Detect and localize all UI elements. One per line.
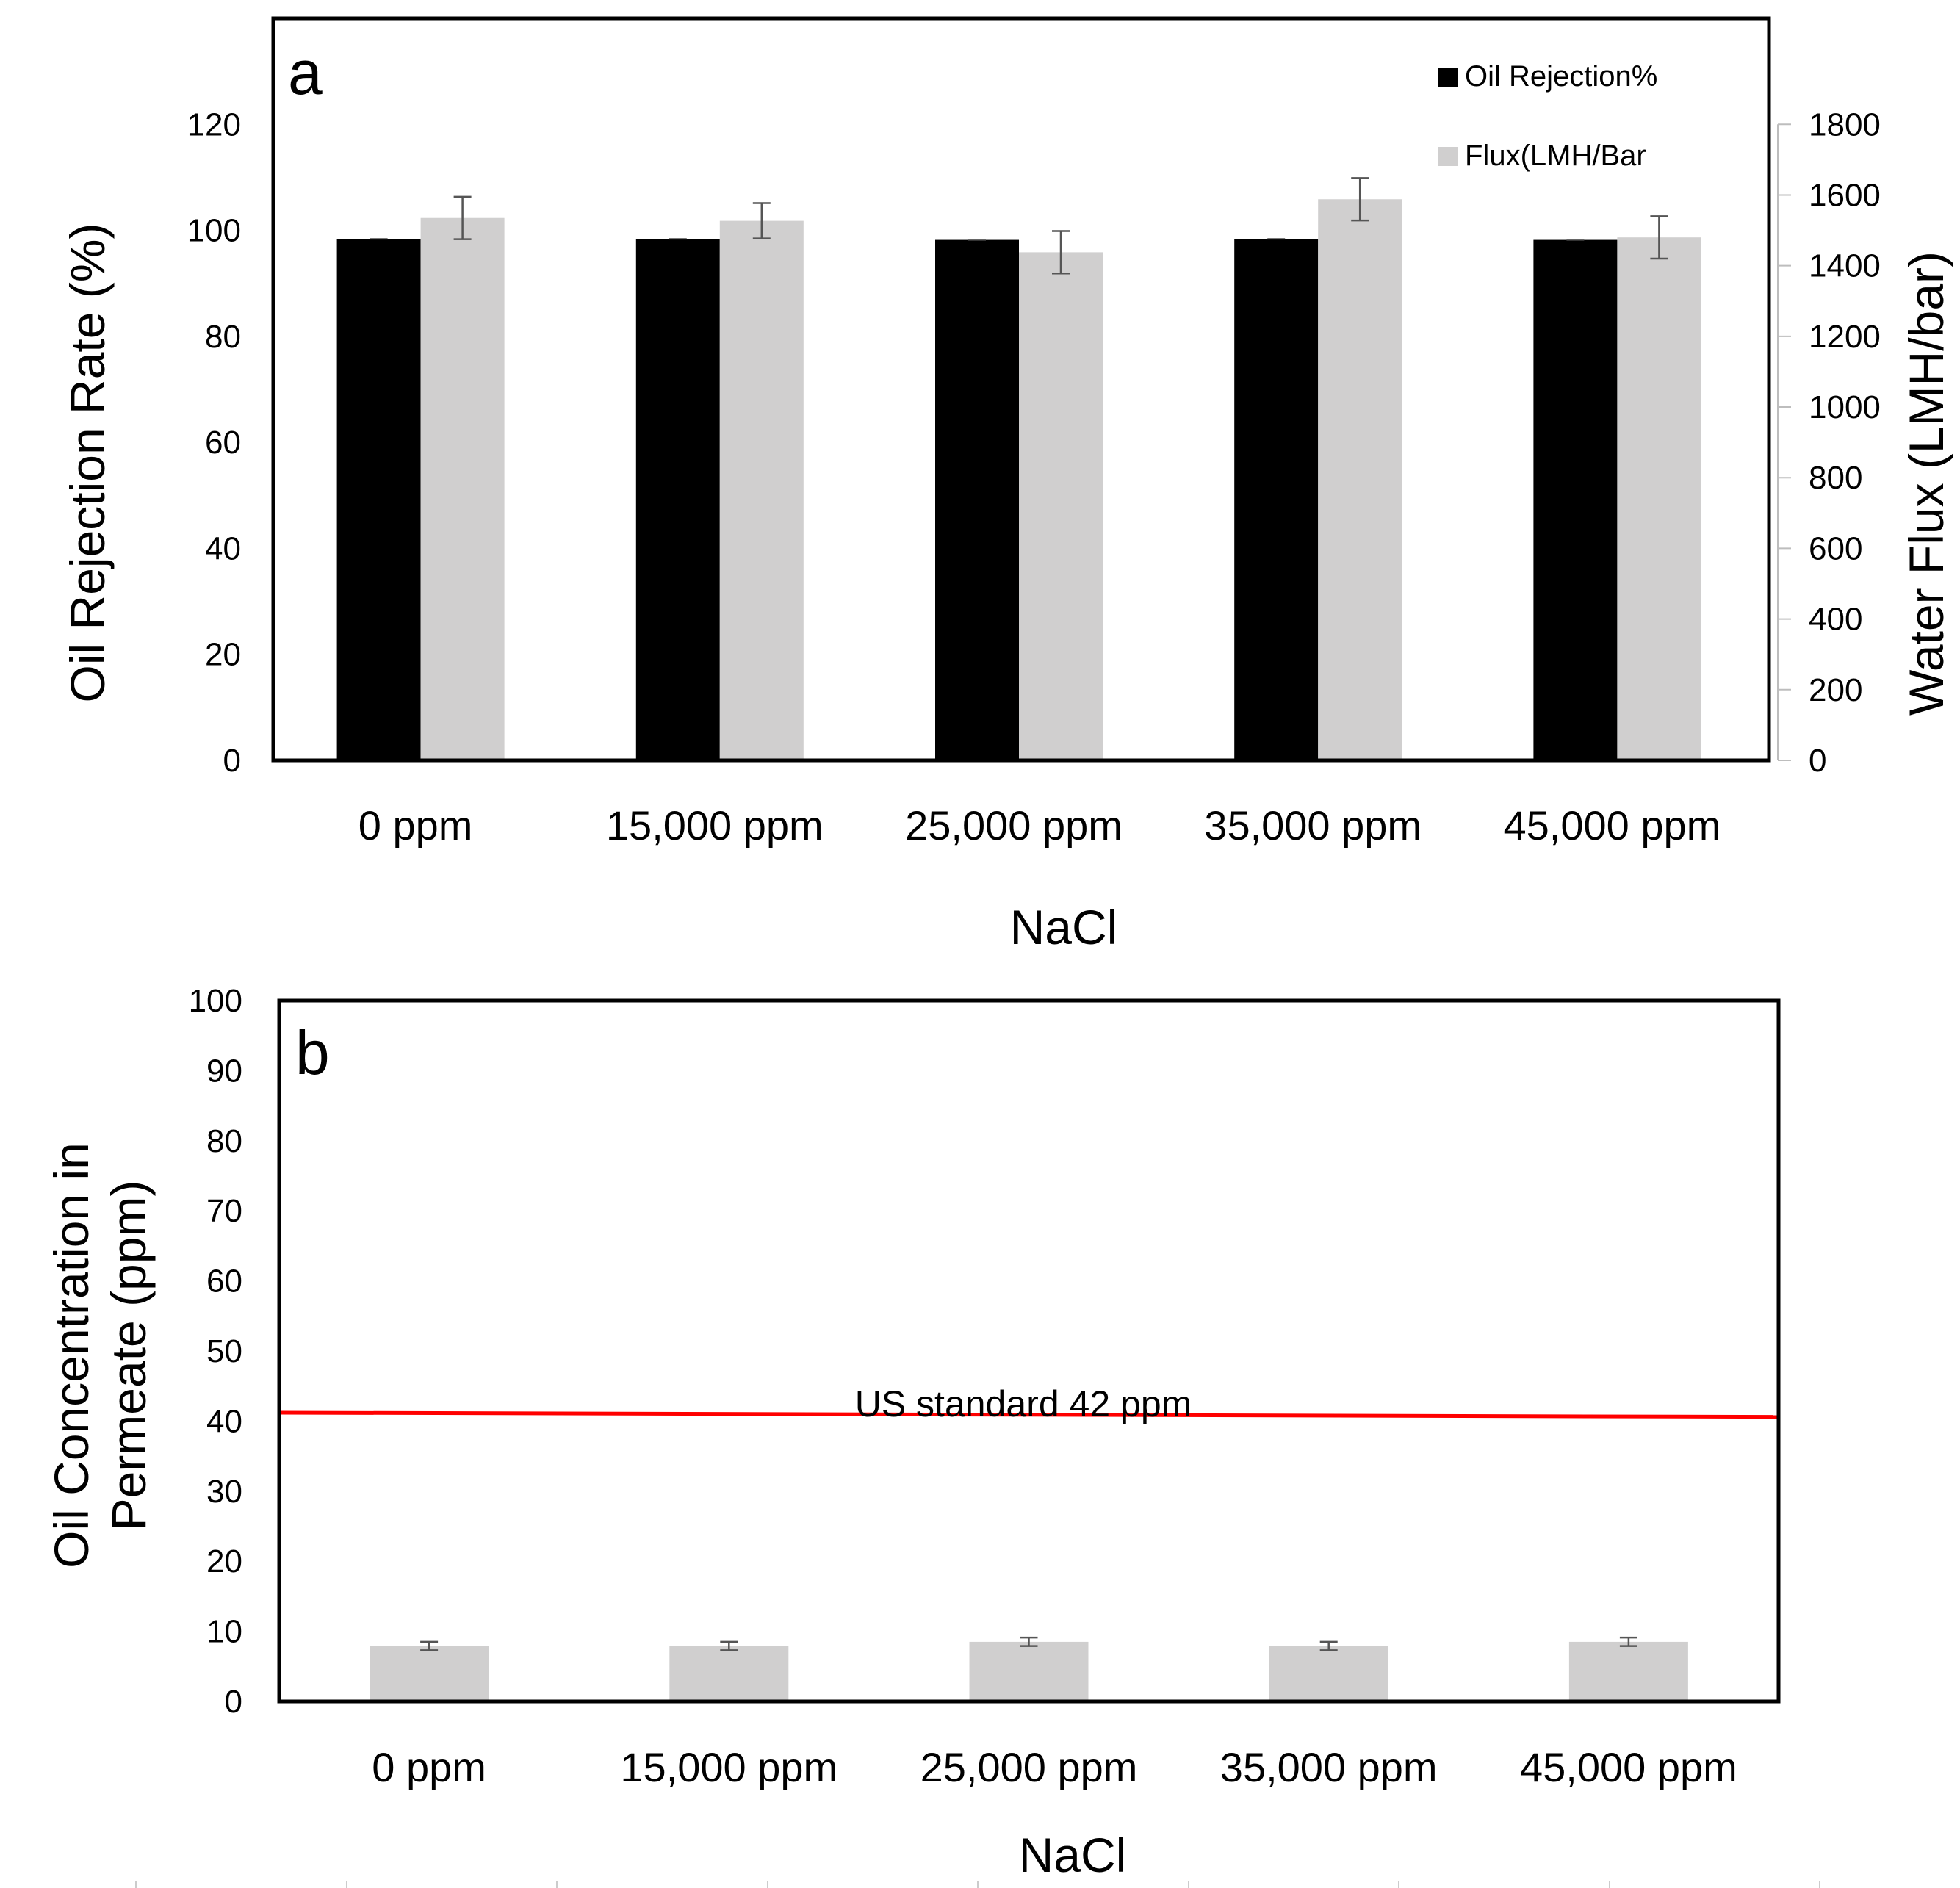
errorbar-flux-45-000-ppm bbox=[1650, 215, 1668, 260]
left-axis-tick-label: 40 bbox=[206, 1403, 242, 1439]
bottom-edge-tick-marks bbox=[135, 1881, 1820, 1888]
panel-label-a: a bbox=[288, 38, 323, 107]
left-axis-title: Oil Concentration inPermeate (ppm) bbox=[44, 1142, 156, 1568]
right-axis-tick-label: 1000 bbox=[1809, 389, 1881, 425]
left-axis-tick-label: 60 bbox=[206, 1264, 242, 1300]
left-axis-tick-label: 80 bbox=[206, 1123, 242, 1159]
bar-oil-rejection-25-000-ppm bbox=[935, 239, 1019, 760]
right-axis-tick-label: 1600 bbox=[1809, 177, 1881, 213]
right-axis-tick-label: 200 bbox=[1809, 672, 1862, 708]
errorbar-oil-concentration-15-000-ppm bbox=[720, 1640, 738, 1651]
bar-flux-45-000-ppm bbox=[1617, 237, 1701, 760]
plot-area-frame bbox=[277, 998, 1781, 1704]
left-axis-tick-label: 0 bbox=[223, 743, 241, 779]
left-axis-tick-label: 60 bbox=[205, 425, 241, 461]
left-axis-tick-label: 90 bbox=[206, 1053, 242, 1089]
legend-swatch-flux bbox=[1438, 147, 1458, 166]
category-label-25-000-ppm: 25,000 ppm bbox=[905, 802, 1123, 848]
bar-flux-25-000-ppm bbox=[1019, 252, 1103, 760]
us-standard-reference-line bbox=[278, 1410, 1779, 1419]
category-label-45-000-ppm: 45,000 ppm bbox=[1504, 802, 1721, 848]
bar-oil-concentration-35-000-ppm bbox=[1269, 1646, 1388, 1701]
bar-flux-35-000-ppm bbox=[1318, 199, 1402, 760]
errorbar-oil-concentration-25-000-ppm bbox=[1020, 1636, 1038, 1647]
x-axis-title: NaCl bbox=[1019, 1828, 1127, 1882]
errorbar-flux-15-000-ppm bbox=[752, 202, 771, 239]
errorbar-oil-concentration-0-ppm bbox=[420, 1640, 439, 1651]
errorbar-flux-35-000-ppm bbox=[1351, 177, 1369, 222]
bar-oil-concentration-15-000-ppm bbox=[669, 1646, 789, 1701]
bar-oil-concentration-0-ppm bbox=[370, 1646, 489, 1701]
left-axis-title-line: Oil Concentration in bbox=[44, 1142, 98, 1568]
category-label-45-000-ppm: 45,000 ppm bbox=[1520, 1744, 1737, 1790]
right-axis-tick-label: 600 bbox=[1809, 530, 1862, 566]
errorbar-oil-concentration-45-000-ppm bbox=[1619, 1636, 1637, 1647]
bar-oil-concentration-25-000-ppm bbox=[969, 1641, 1089, 1701]
plot-area-frame bbox=[271, 16, 1771, 763]
left-axis-title-line: Permeate (ppm) bbox=[101, 1181, 156, 1531]
bar-oil-rejection-45-000-ppm bbox=[1533, 239, 1618, 760]
right-axis-tick-label: 1800 bbox=[1809, 107, 1881, 143]
left-axis-tick-label: 100 bbox=[189, 983, 242, 1019]
category-label-0-ppm: 0 ppm bbox=[372, 1744, 486, 1790]
bar-oil-rejection-15-000-ppm bbox=[635, 239, 720, 761]
bar-flux-0-ppm bbox=[420, 217, 505, 760]
category-label-35-000-ppm: 35,000 ppm bbox=[1220, 1744, 1438, 1790]
left-axis-tick-label: 0 bbox=[225, 1684, 242, 1720]
errorbar-flux-0-ppm bbox=[453, 195, 472, 240]
legend-label-oil-rejection: Oil Rejection% bbox=[1465, 60, 1657, 93]
right-axis-title: Water Flux (LMH/bar) bbox=[1899, 251, 1953, 716]
legend-swatch-oil-rejection bbox=[1438, 68, 1458, 87]
left-axis-tick-label: 20 bbox=[205, 637, 241, 673]
left-axis-tick-label: 50 bbox=[206, 1333, 242, 1369]
left-axis-tick-label: 10 bbox=[206, 1614, 242, 1650]
category-label-15-000-ppm: 15,000 ppm bbox=[620, 1744, 837, 1790]
errorbar-oil-concentration-35-000-ppm bbox=[1319, 1640, 1338, 1651]
panel-b-chart: 0 10 20 30 40 50 60 70 80 90 100 0 ppm 15,000 ppm 25,… bbox=[44, 983, 1781, 1882]
category-label-25-000-ppm: 25,000 ppm bbox=[920, 1744, 1138, 1790]
category-label-35-000-ppm: 35,000 ppm bbox=[1204, 802, 1422, 848]
left-axis-tick-label: 40 bbox=[205, 530, 241, 566]
left-axis-title: Oil Rejection Rate (%) bbox=[60, 223, 115, 703]
bar-oil-rejection-0-ppm bbox=[336, 239, 421, 761]
left-axis-tick-label: 80 bbox=[205, 319, 241, 355]
x-axis-title: NaCl bbox=[1010, 900, 1118, 954]
left-axis-tick-label: 70 bbox=[206, 1193, 242, 1229]
bar-oil-rejection-35-000-ppm bbox=[1234, 239, 1319, 761]
left-axis-tick-label: 100 bbox=[187, 213, 241, 249]
left-axis-tick-label: 120 bbox=[187, 107, 241, 143]
us-standard-label: US standard 42 ppm bbox=[855, 1383, 1192, 1424]
bar-oil-concentration-45-000-ppm bbox=[1568, 1641, 1688, 1701]
category-label-15-000-ppm: 15,000 ppm bbox=[606, 802, 824, 848]
errorbar-flux-25-000-ppm bbox=[1052, 230, 1070, 275]
right-axis-tick-label: 1200 bbox=[1809, 319, 1881, 355]
right-axis-tick-label: 400 bbox=[1809, 602, 1862, 638]
right-axis-tick-label: 800 bbox=[1809, 460, 1862, 496]
panel-a-chart: 0 200 400 600 800 1000 1200 1400 1600 1800 0 20 40 60… bbox=[60, 16, 1953, 954]
panel-label-b: b bbox=[295, 1018, 330, 1087]
bar-flux-15-000-ppm bbox=[719, 220, 804, 761]
right-axis-tick-label: 0 bbox=[1809, 743, 1826, 779]
legend-label-flux: Flux(LMH/Bar bbox=[1465, 140, 1646, 172]
category-label-0-ppm: 0 ppm bbox=[359, 802, 473, 848]
right-axis-tick-label: 1400 bbox=[1809, 248, 1881, 284]
left-axis-tick-label: 30 bbox=[206, 1474, 242, 1510]
left-axis-tick-label: 20 bbox=[206, 1543, 242, 1579]
